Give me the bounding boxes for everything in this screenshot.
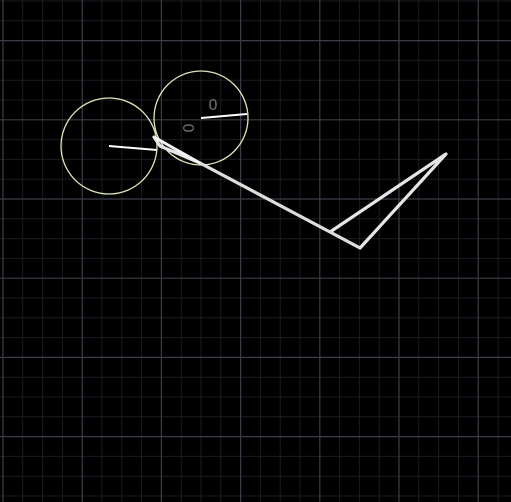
wheel-joint-label: 0 [179, 123, 197, 133]
wheel-left-spoke [108, 145, 158, 151]
wheel-left-outline [60, 97, 158, 195]
linkage-lower-edge [199, 162, 361, 249]
linkage-front-edge [153, 135, 201, 165]
wheel-left[interactable] [60, 97, 158, 195]
wheel-right-label: 0 [208, 96, 218, 114]
wheel-right-spoke [200, 113, 248, 119]
linkage-structure[interactable] [152, 135, 448, 250]
